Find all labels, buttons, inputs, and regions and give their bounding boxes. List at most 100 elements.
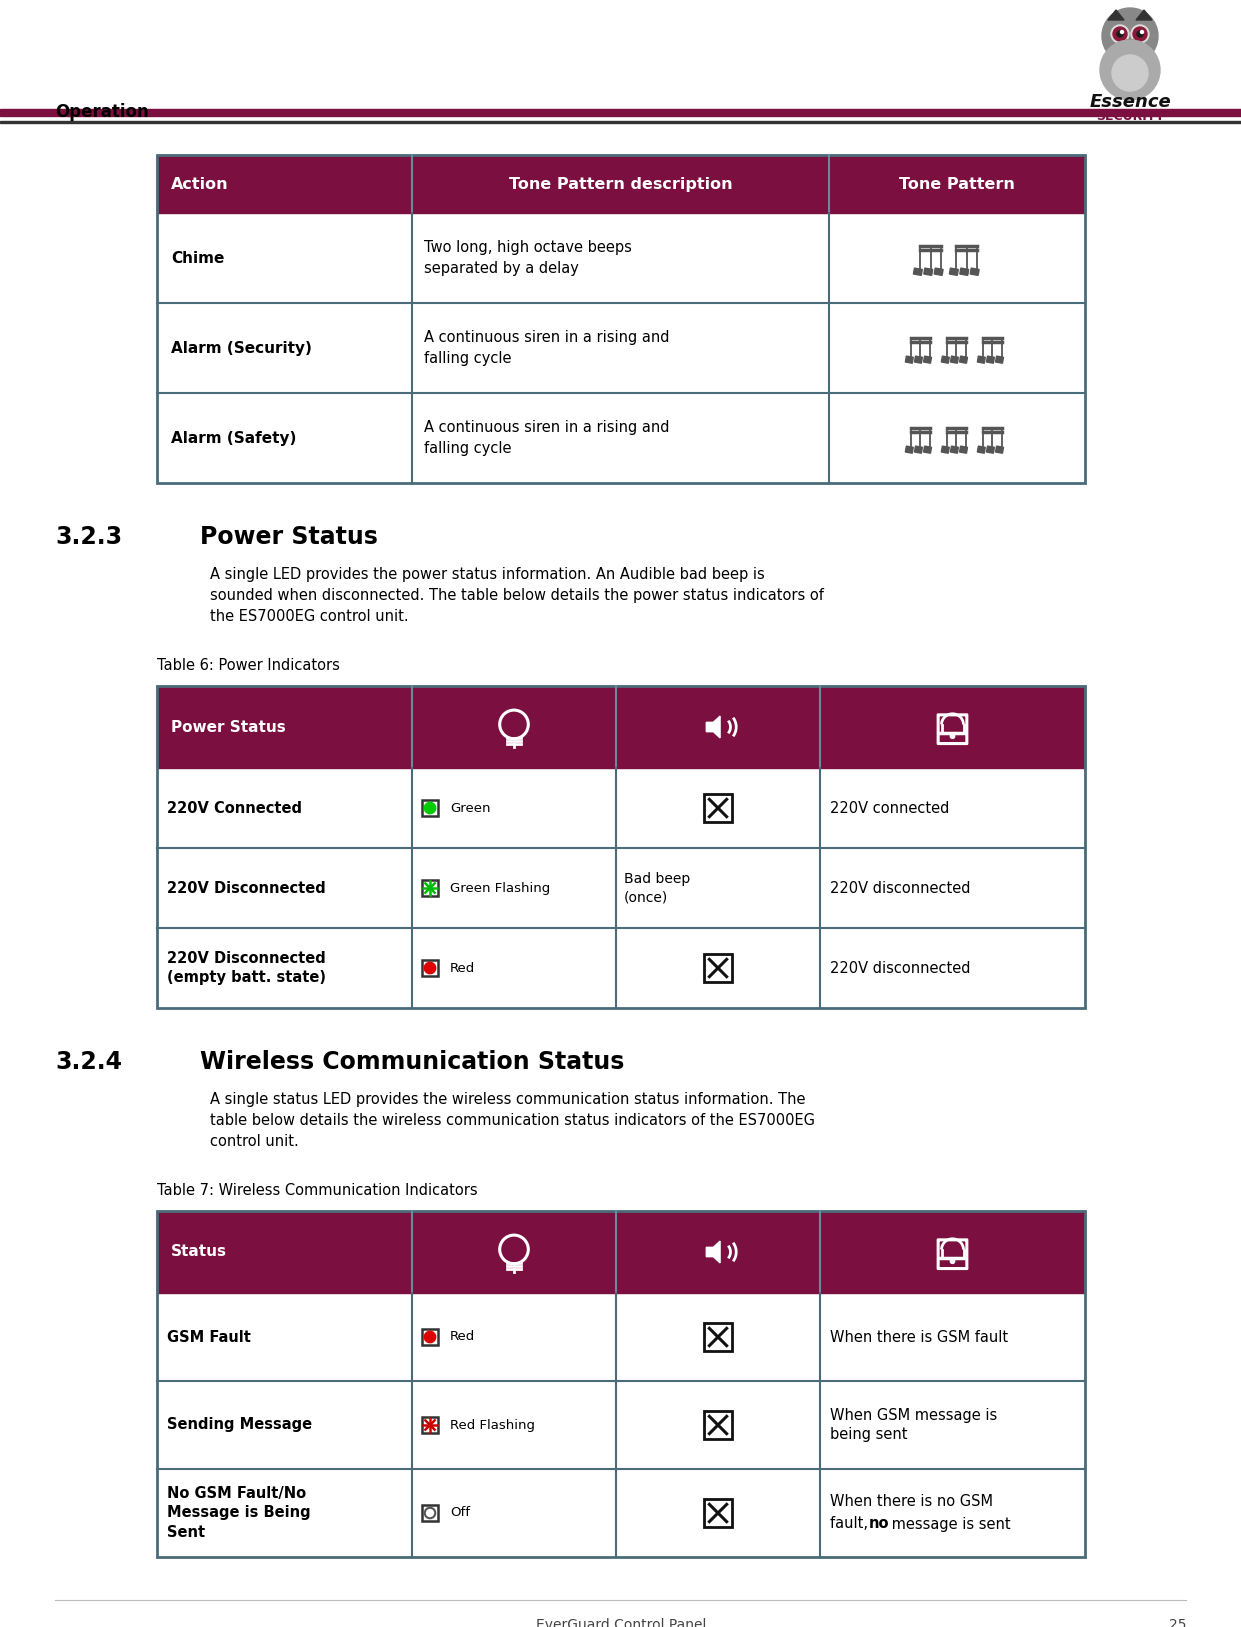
- Polygon shape: [1126, 41, 1134, 46]
- Text: Green Flashing: Green Flashing: [450, 882, 550, 895]
- Circle shape: [951, 1259, 954, 1264]
- Circle shape: [428, 1424, 432, 1427]
- Circle shape: [1102, 8, 1158, 63]
- Text: Green: Green: [450, 802, 490, 815]
- Text: 3.2.4: 3.2.4: [55, 1049, 122, 1074]
- Bar: [704, 794, 732, 822]
- Text: Tone Pattern description: Tone Pattern description: [509, 176, 732, 192]
- Text: 25: 25: [1169, 1617, 1186, 1627]
- Circle shape: [1137, 31, 1143, 37]
- Bar: [951, 446, 958, 454]
- Text: Two long, high octave beeps
separated by a delay: Two long, high octave beeps separated by…: [424, 241, 632, 277]
- Bar: [704, 1323, 732, 1352]
- Circle shape: [1133, 28, 1147, 41]
- Text: 220V disconnected: 220V disconnected: [830, 960, 970, 976]
- Text: Tone Pattern: Tone Pattern: [898, 176, 1015, 192]
- Bar: [704, 953, 732, 983]
- Bar: [158, 1210, 1085, 1557]
- Text: Red: Red: [450, 1331, 475, 1344]
- Bar: [158, 687, 1085, 1009]
- Text: 220V Disconnected
(empty batt. state): 220V Disconnected (empty batt. state): [168, 950, 326, 984]
- Text: 220V connected: 220V connected: [830, 800, 949, 815]
- Text: When GSM message is
being sent: When GSM message is being sent: [830, 1407, 998, 1443]
- Text: Wireless Communication Status: Wireless Communication Status: [200, 1049, 624, 1074]
- Bar: [949, 268, 958, 275]
- Text: Table 7: Wireless Communication Indicators: Table 7: Wireless Communication Indicato…: [158, 1183, 478, 1197]
- Bar: [959, 446, 968, 454]
- Text: No GSM Fault/No
Message is Being
Sent: No GSM Fault/No Message is Being Sent: [168, 1487, 310, 1539]
- Polygon shape: [706, 716, 720, 739]
- Text: SECURITY: SECURITY: [1096, 111, 1164, 124]
- Circle shape: [1113, 28, 1127, 41]
- Text: 220V disconnected: 220V disconnected: [830, 880, 970, 895]
- Text: the ES7000EG control unit.: the ES7000EG control unit.: [210, 608, 408, 625]
- Circle shape: [424, 962, 436, 973]
- Bar: [978, 356, 985, 363]
- Bar: [158, 1210, 1085, 1293]
- Text: 220V Connected: 220V Connected: [168, 800, 302, 815]
- Bar: [923, 356, 932, 363]
- Bar: [942, 356, 949, 363]
- Bar: [970, 268, 979, 275]
- Bar: [923, 446, 932, 454]
- Circle shape: [951, 734, 954, 739]
- Bar: [913, 268, 922, 275]
- Text: Alarm (Security): Alarm (Security): [171, 340, 311, 356]
- Text: no: no: [869, 1516, 890, 1531]
- Circle shape: [424, 802, 436, 814]
- Text: A single status LED provides the wireless communication status information. The: A single status LED provides the wireles…: [210, 1092, 805, 1106]
- Text: Power Status: Power Status: [171, 719, 285, 734]
- Bar: [422, 880, 438, 896]
- Text: Table 6: Power Indicators: Table 6: Power Indicators: [158, 657, 340, 674]
- Bar: [0, 120, 1241, 124]
- Text: Status: Status: [171, 1245, 227, 1259]
- Bar: [942, 446, 949, 454]
- Bar: [978, 446, 985, 454]
- Bar: [987, 356, 994, 363]
- Text: Off: Off: [450, 1507, 470, 1520]
- Text: A continuous siren in a rising and
falling cycle: A continuous siren in a rising and falli…: [424, 330, 669, 366]
- Text: Sending Message: Sending Message: [168, 1417, 313, 1432]
- Bar: [422, 960, 438, 976]
- Text: control unit.: control unit.: [210, 1134, 299, 1149]
- Bar: [906, 356, 913, 363]
- Bar: [934, 268, 943, 275]
- Bar: [158, 155, 1085, 483]
- Circle shape: [428, 887, 432, 890]
- Text: 3.2.3: 3.2.3: [55, 526, 122, 548]
- Bar: [915, 446, 922, 454]
- Text: Essence: Essence: [1090, 93, 1170, 111]
- Text: Chime: Chime: [171, 251, 225, 265]
- Bar: [158, 155, 1085, 213]
- Bar: [959, 268, 969, 275]
- Text: Red Flashing: Red Flashing: [450, 1419, 535, 1432]
- Circle shape: [1140, 31, 1143, 34]
- Circle shape: [424, 1331, 436, 1342]
- Circle shape: [1117, 31, 1123, 37]
- Polygon shape: [706, 1241, 720, 1263]
- Polygon shape: [1108, 10, 1124, 20]
- Text: A single LED provides the power status information. An Audible bad beep is: A single LED provides the power status i…: [210, 566, 764, 582]
- Bar: [995, 356, 1004, 363]
- Bar: [959, 356, 968, 363]
- Text: Action: Action: [171, 176, 228, 192]
- Text: A continuous siren in a rising and
falling cycle: A continuous siren in a rising and falli…: [424, 420, 669, 456]
- Text: fault,: fault,: [830, 1516, 872, 1531]
- Text: 220V Disconnected: 220V Disconnected: [168, 880, 325, 895]
- Bar: [987, 446, 994, 454]
- Text: Power Status: Power Status: [200, 526, 377, 548]
- Text: When there is GSM fault: When there is GSM fault: [830, 1329, 1008, 1344]
- Text: Alarm (Safety): Alarm (Safety): [171, 431, 297, 446]
- Bar: [158, 687, 1085, 768]
- Bar: [915, 356, 922, 363]
- Text: GSM Fault: GSM Fault: [168, 1329, 251, 1344]
- Text: Operation: Operation: [55, 103, 149, 120]
- Bar: [704, 1498, 732, 1528]
- Bar: [923, 268, 933, 275]
- Bar: [0, 109, 1241, 116]
- Circle shape: [1112, 55, 1148, 91]
- Bar: [906, 446, 913, 454]
- Bar: [995, 446, 1004, 454]
- Bar: [422, 1417, 438, 1433]
- Text: Bad beep
(once): Bad beep (once): [624, 872, 690, 905]
